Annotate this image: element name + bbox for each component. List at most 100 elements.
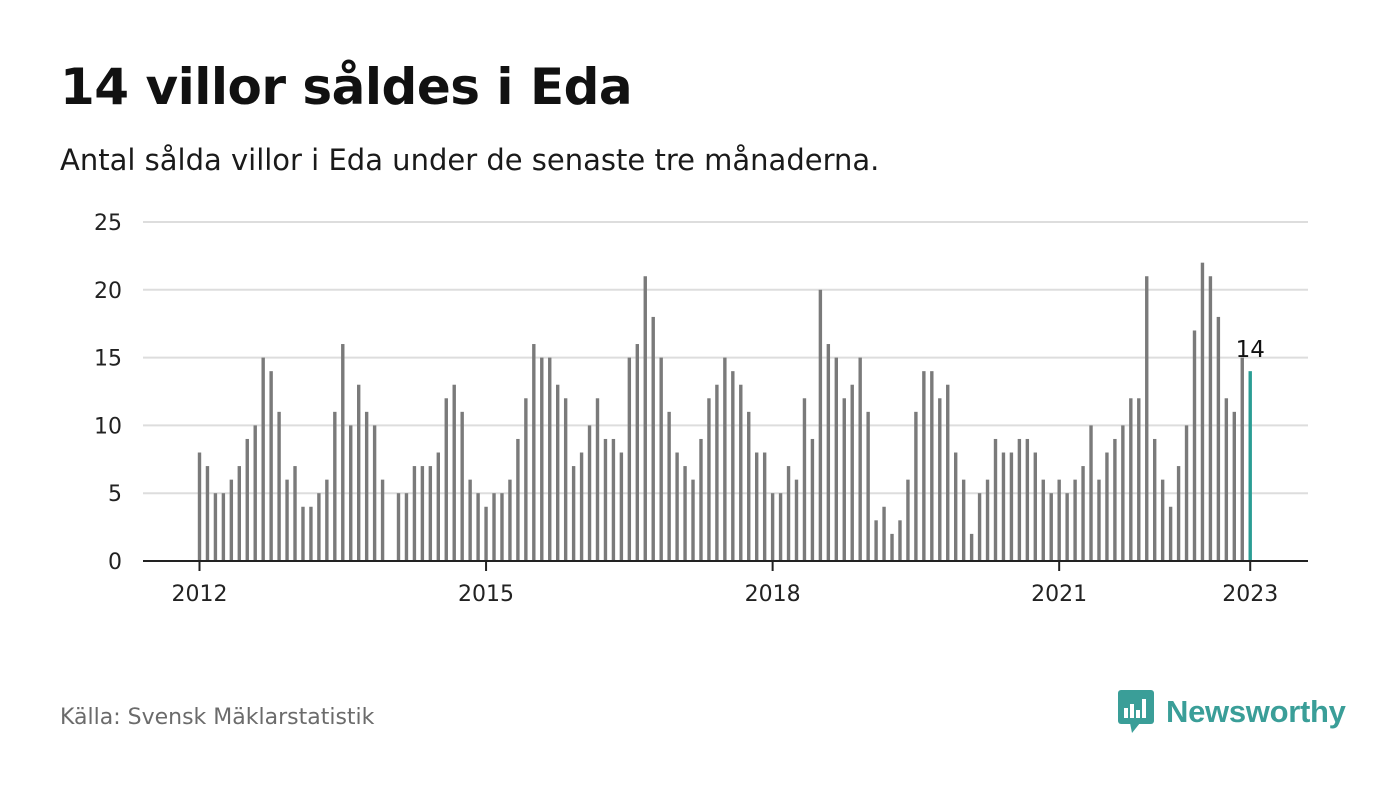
bar — [253, 425, 257, 561]
bar — [1073, 479, 1077, 561]
bar — [1240, 357, 1244, 561]
bar — [1216, 316, 1221, 561]
bar — [635, 344, 639, 561]
bar — [1145, 276, 1149, 561]
bar — [1041, 479, 1045, 561]
bar — [715, 384, 719, 561]
bar — [1065, 493, 1069, 561]
bar — [213, 493, 218, 561]
x-tick-label: 2015 — [458, 582, 514, 607]
bar — [906, 479, 910, 561]
bar — [858, 357, 862, 561]
bar — [1176, 466, 1181, 561]
bar — [1113, 438, 1117, 561]
bar — [548, 357, 552, 561]
bar — [691, 479, 695, 561]
bar — [428, 466, 433, 561]
brand-name: Newsworthy — [1166, 694, 1346, 729]
bar — [571, 466, 576, 561]
tick-labels: 0 5 10 15 20 25 2012 2015 2018 2021 2023 14 — [94, 211, 1278, 607]
bar — [1057, 479, 1061, 561]
bar — [1009, 452, 1014, 561]
x-tick-label: 2012 — [172, 582, 228, 607]
bar — [1081, 466, 1085, 561]
bar — [699, 438, 703, 561]
x-tick-label: 2018 — [745, 582, 801, 607]
bar — [269, 371, 273, 561]
bar — [372, 425, 377, 561]
bar — [874, 520, 878, 561]
bar — [707, 398, 711, 561]
bar — [563, 398, 568, 561]
bar — [532, 344, 536, 561]
bar — [1025, 438, 1030, 561]
chart-title: 14 villor såldes i Eda — [60, 58, 633, 116]
bar — [309, 506, 313, 561]
bar — [349, 425, 353, 561]
bar — [810, 438, 815, 561]
bar — [985, 479, 990, 561]
bar — [834, 357, 838, 561]
bar — [293, 466, 297, 561]
bar — [1224, 398, 1229, 561]
bar — [643, 276, 647, 561]
bar — [595, 398, 600, 561]
bar — [723, 357, 727, 561]
bar — [468, 479, 472, 561]
bar — [1017, 438, 1022, 561]
bar — [285, 479, 289, 561]
bar — [420, 466, 425, 561]
source-note: Källa: Svensk Mäklarstatistik — [60, 705, 375, 730]
bar — [587, 425, 592, 561]
bar — [229, 479, 234, 561]
bar — [460, 411, 464, 561]
bar — [245, 438, 249, 561]
bar — [603, 438, 608, 561]
bar — [611, 438, 616, 561]
chart-subtitle: Antal sålda villor i Eda under de senast… — [60, 143, 880, 177]
bar — [508, 479, 512, 561]
x-tick-label: 2023 — [1222, 582, 1278, 607]
y-tick-label: 25 — [94, 211, 122, 236]
bar — [778, 493, 783, 561]
bar — [683, 466, 687, 561]
bar — [1168, 506, 1173, 561]
bar — [794, 479, 799, 561]
bar — [651, 316, 655, 561]
bar — [452, 384, 456, 561]
bar — [747, 411, 751, 561]
bar — [1049, 493, 1053, 561]
bar — [961, 479, 966, 561]
bar — [675, 452, 679, 561]
bar — [556, 384, 560, 561]
bar — [412, 466, 417, 561]
bar — [1121, 425, 1125, 561]
bar — [357, 384, 361, 561]
bar-chart-speech-bubble-icon — [1118, 690, 1154, 733]
bar — [930, 371, 934, 561]
bar — [484, 506, 488, 561]
bar — [277, 411, 281, 561]
bar — [524, 398, 528, 561]
bar-highlight — [1248, 371, 1252, 561]
bar — [993, 438, 998, 561]
bar — [619, 452, 624, 561]
bar — [627, 357, 632, 561]
bar — [882, 506, 886, 561]
bar — [938, 398, 942, 561]
bar — [516, 438, 520, 561]
bar — [492, 493, 496, 561]
bar — [762, 452, 767, 561]
bar — [436, 452, 440, 561]
bar — [1192, 330, 1197, 561]
bar — [1160, 479, 1165, 561]
y-tick-label: 20 — [94, 279, 122, 304]
bar — [914, 411, 918, 561]
brand-logo[interactable]: Newsworthy — [1118, 690, 1346, 734]
bar — [221, 493, 226, 561]
bar — [842, 398, 846, 561]
bar — [1200, 262, 1205, 561]
y-tick-label: 15 — [94, 347, 122, 372]
bar — [301, 506, 305, 561]
